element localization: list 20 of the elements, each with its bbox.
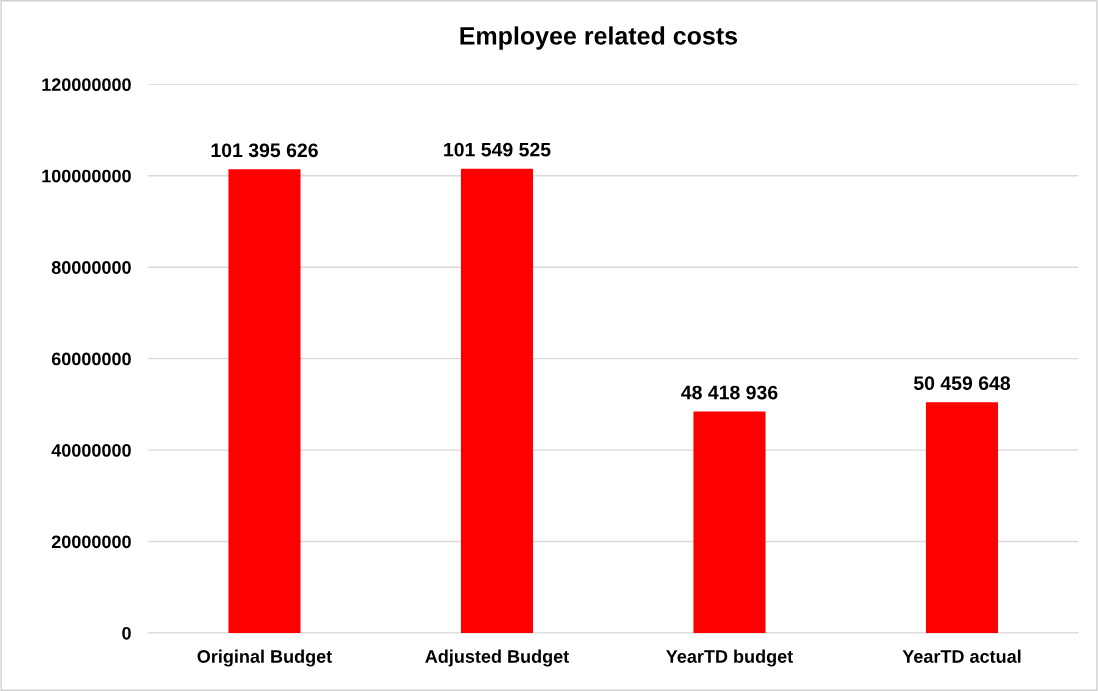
y-tick-label: 0 xyxy=(122,626,131,640)
y-tick-label: 60000000 xyxy=(51,352,131,366)
x-tick-label: Original Budget xyxy=(197,649,332,667)
y-tick-label: 40000000 xyxy=(51,444,131,457)
data-label: 101 549 525 xyxy=(444,142,551,157)
y-tick-label: 20000000 xyxy=(51,535,131,549)
x-tick-label: Adjusted Budget xyxy=(425,649,569,667)
bar xyxy=(228,169,301,633)
x-tick-label: YearTD actual xyxy=(902,649,1021,663)
chart-title: Employee related costs xyxy=(460,26,738,50)
bar xyxy=(925,402,999,633)
y-tick-label: 80000000 xyxy=(51,261,131,274)
y-tick-label: 120000000 xyxy=(42,78,131,92)
y-tick-label: 100000000 xyxy=(42,169,131,183)
data-label: 48 418 936 xyxy=(681,385,778,400)
bar xyxy=(693,411,766,633)
data-label: 50 459 648 xyxy=(913,376,1011,391)
x-tick-label: YearTD budget xyxy=(666,649,793,667)
data-label: 101 395 626 xyxy=(211,143,318,158)
bar xyxy=(460,168,534,633)
